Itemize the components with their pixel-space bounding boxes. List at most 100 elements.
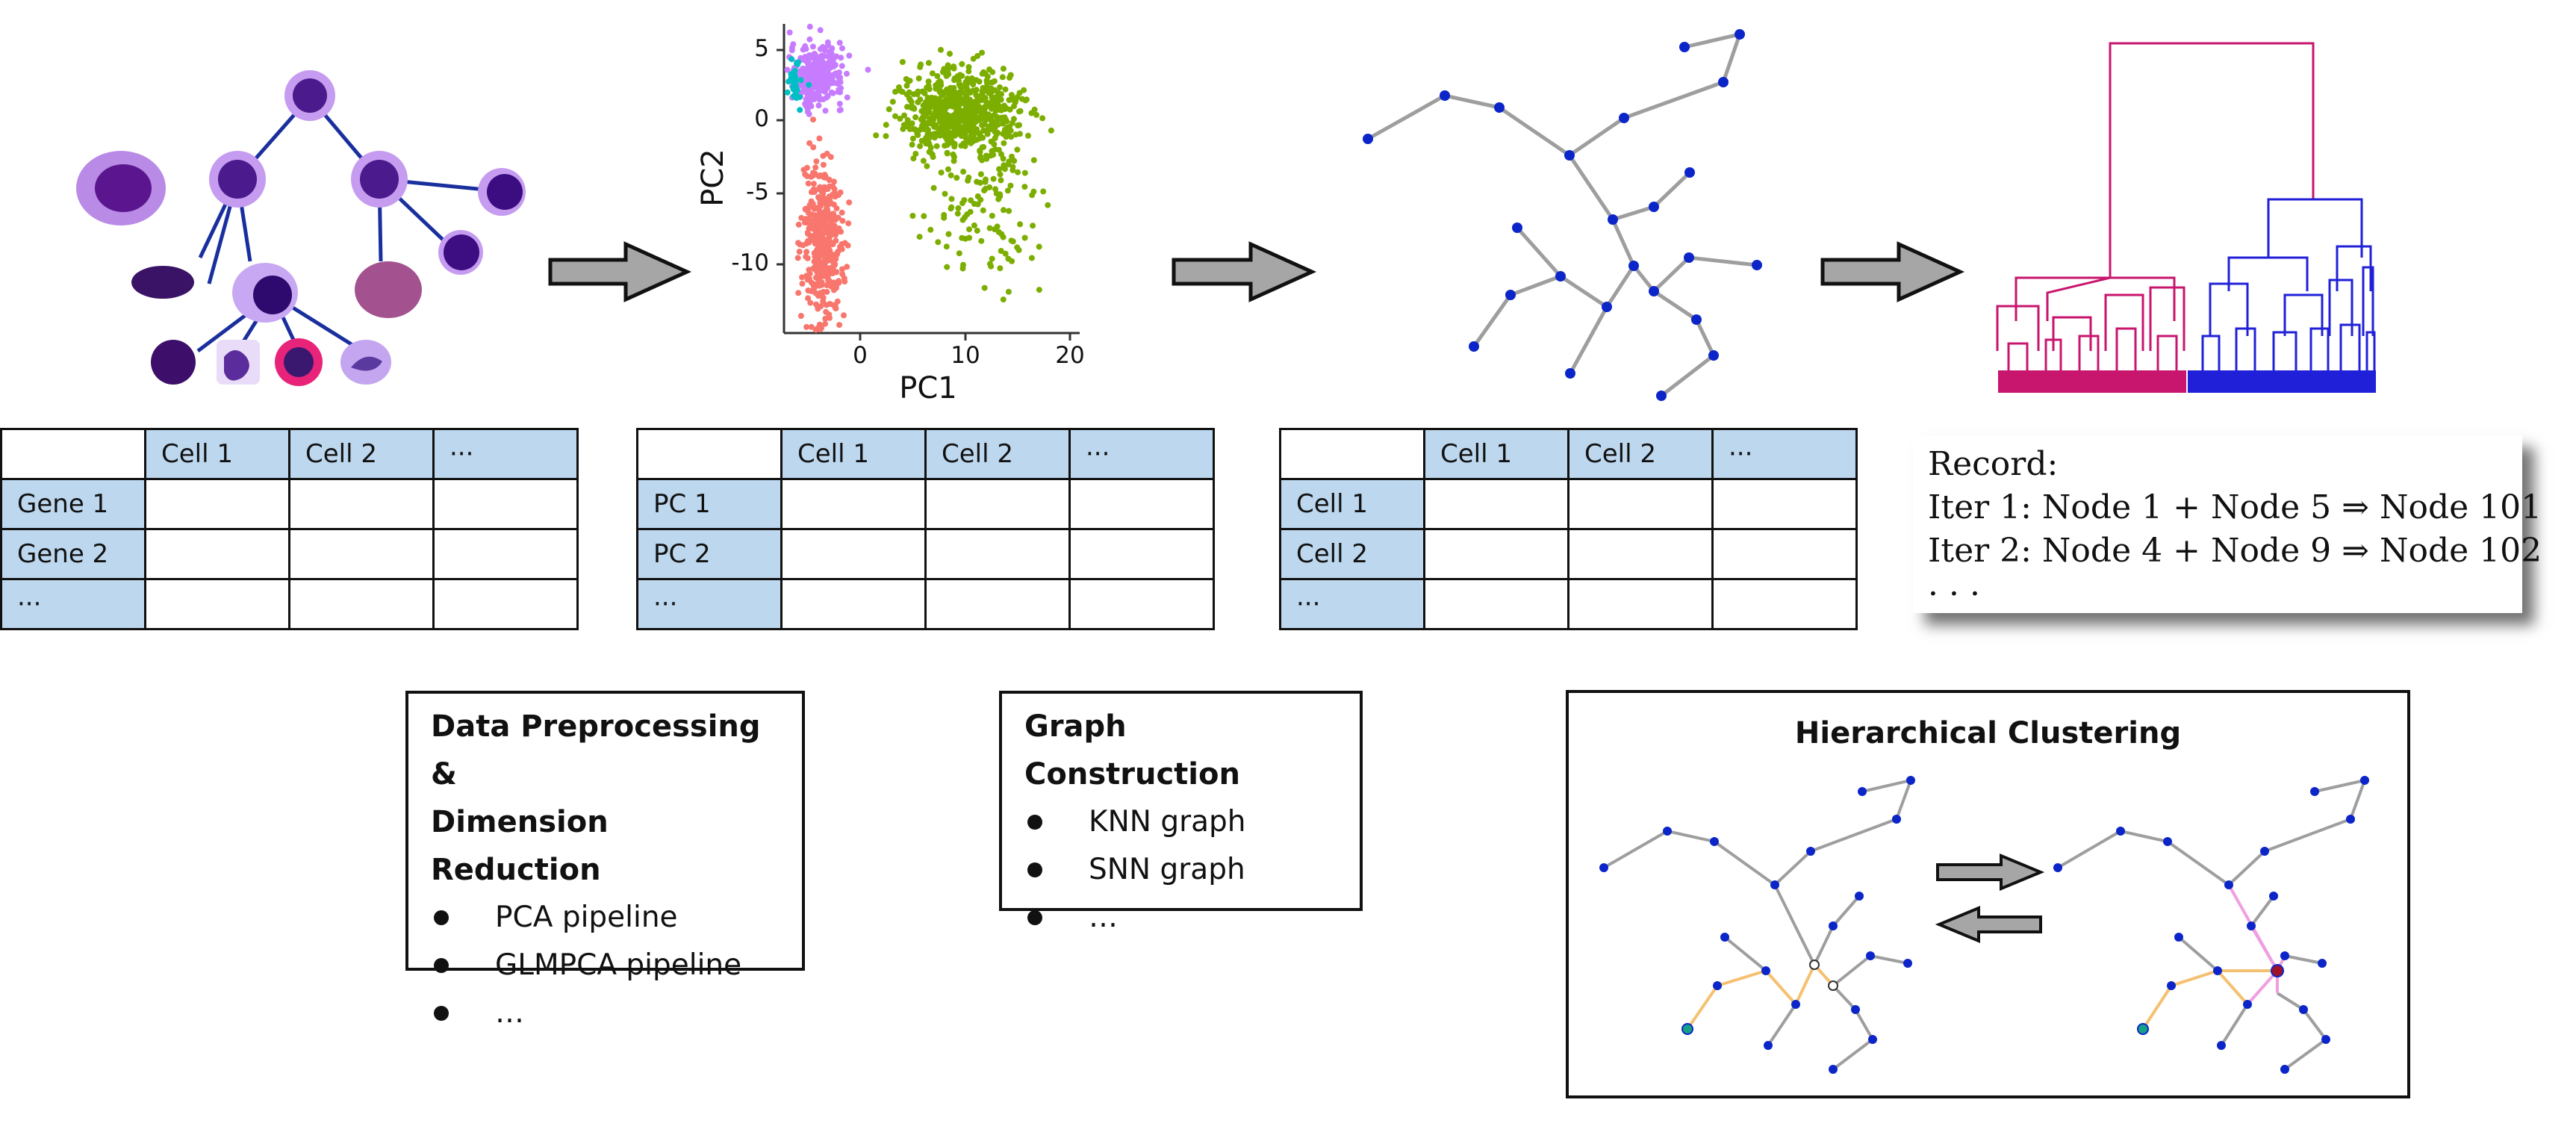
list-item: … [1024,894,1337,942]
scatter-point [936,105,943,112]
scatter-point [995,91,1002,98]
scatter-point [981,285,988,291]
scatter-point [788,75,794,81]
table-cell [1711,528,1858,580]
scatter-point [980,143,987,150]
scatter-point [967,208,974,215]
scatter-point [1009,119,1015,126]
scatter-point [926,141,933,148]
scatter-point [823,78,830,84]
scatter-point [920,120,927,127]
scatter-point [960,168,967,175]
scatter-point [816,243,823,250]
scatter-point [814,325,821,332]
scatter-point [1023,96,1030,103]
scatter-point [797,77,804,84]
scatter-point [911,105,918,112]
scatter-point [986,184,993,190]
scatter-point [951,140,958,147]
scatter-point [929,70,936,77]
record-line: · · · [1928,575,1980,613]
scatter-point [825,42,832,49]
column-header: Cell 1 [144,428,290,480]
scatter-point [796,249,803,255]
scatter-point [812,274,819,281]
scatter-point [996,166,1003,172]
scatter-point [955,122,962,129]
x-tick-label: 20 [1055,342,1085,369]
scatter-point [806,111,812,117]
scatter-point [812,90,819,97]
scatter-point [1021,87,1027,93]
scatter-point [1021,184,1028,190]
scatter-point [830,228,837,235]
scatter-point [822,108,829,114]
scatter-point [828,220,835,227]
scatter-point [964,112,971,119]
scatter-point [908,99,915,105]
scatter-point [959,60,965,67]
preprocessing-list: PCA pipeline GLMPCA pipeline … [431,894,780,1037]
scatter-point [824,203,830,210]
scatter-point [827,250,833,257]
scatter-xlabel: PC1 [899,371,957,405]
scatter-point [1008,92,1015,99]
scatter-point [945,166,951,172]
scatter-point [1017,221,1024,228]
scatter-point [809,43,816,50]
table-cell [1068,578,1215,630]
scatter-point [1008,134,1015,140]
list-item: GLMPCA pipeline [431,942,780,989]
scatter-point [959,265,966,272]
clustering-graph-right [2053,776,2369,1074]
scatter-point [833,237,839,244]
scatter-point [805,180,812,187]
scatter-point [973,77,980,84]
scatter-point [962,143,968,149]
graph-construction-box: Graph Construction KNN graph SNN graph … [999,691,1363,934]
scatter-point [915,88,921,95]
scatter-point [811,232,818,239]
scatter-point [815,102,822,109]
scatter-point [917,96,924,103]
scatter-point [817,172,824,178]
scatter-point [948,196,955,202]
scatter-point [992,119,998,125]
scatter-point [959,200,965,206]
scatter-point [820,161,827,168]
table-cell [1711,478,1858,530]
scatter-point [846,199,853,206]
scatter-point [803,216,809,223]
scatter-point [826,311,833,318]
scatter-point [827,264,834,271]
scatter-point [965,68,972,75]
table-cell [432,478,579,530]
scatter-point [844,264,850,270]
scatter-point [998,96,1004,103]
scatter-point [942,133,948,139]
scatter-point [910,155,917,162]
scatter-point [938,82,945,88]
scatter-point [827,228,833,235]
scatter-point [965,63,972,70]
scatter-point [1000,155,1007,162]
scatter-point [886,106,892,113]
table-header-row: Cell 1 Cell 2 ··· [0,428,579,480]
scatter-point [980,127,987,134]
scatter-point [929,151,936,158]
scatter-point [824,69,830,75]
scatter-point [965,177,971,184]
scatter-point [963,83,970,90]
scatter-point [968,108,975,115]
scatter-point [982,70,989,77]
scatter-point [1009,167,1016,173]
cell-cell-table: Cell 1 Cell 2 ··· Cell 1 Cell 2 ··· [1279,428,1858,630]
scatter-point [839,45,845,52]
scatter-point [836,40,843,46]
graph-construction-list: KNN graph SNN graph … [1024,798,1337,942]
scatter-point [986,89,992,96]
table-cell [288,478,435,530]
scatter-point [915,75,922,81]
scatter-point [1007,182,1014,189]
